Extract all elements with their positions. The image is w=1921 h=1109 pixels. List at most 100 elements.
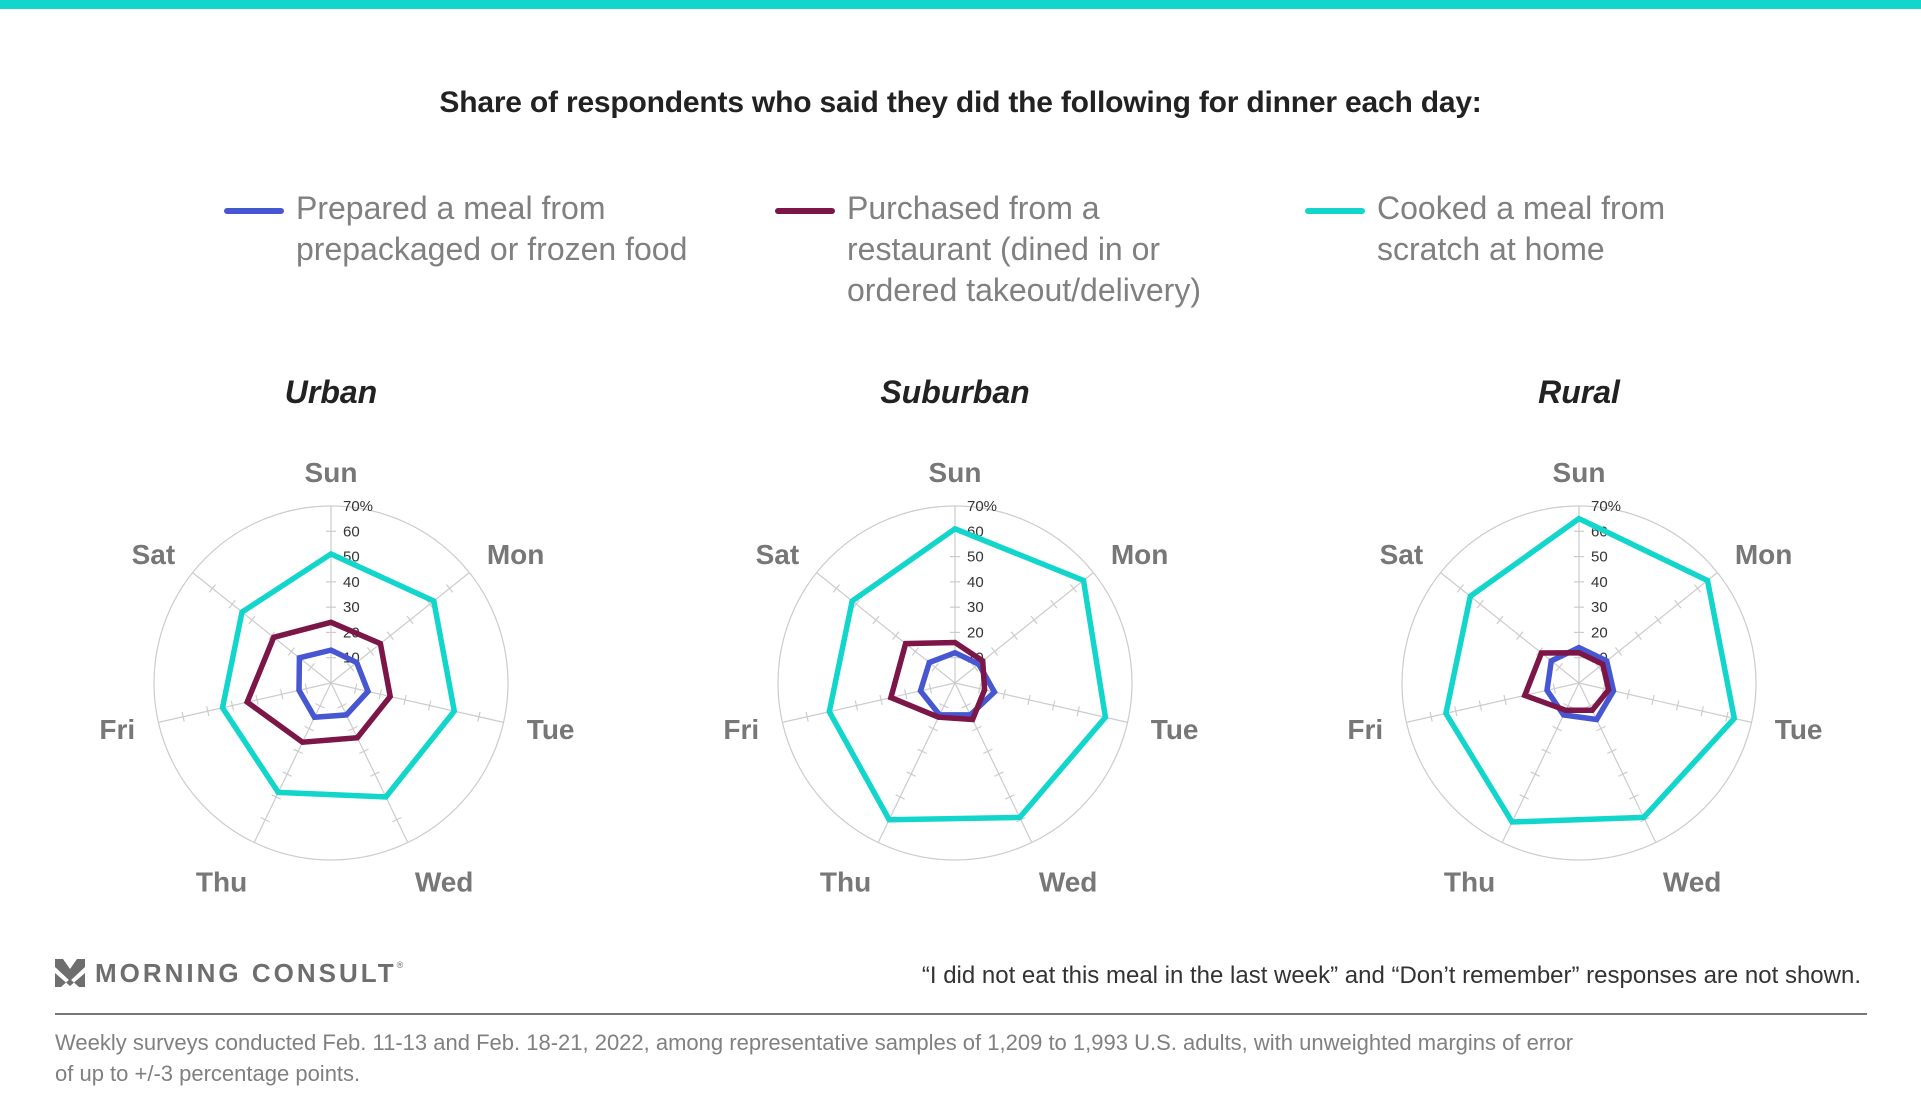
axis-tick [1629, 794, 1639, 800]
methodology-line: of up to +/-3 percentage points. [55, 1061, 361, 1086]
axis-tick [304, 683, 309, 694]
axis-spoke [782, 682, 956, 723]
axis-tick [1476, 599, 1484, 609]
axis-tick [315, 703, 325, 709]
day-label-thu: Thu [820, 867, 871, 898]
radial-tick-label: 50 [967, 549, 984, 566]
axis-tick [895, 794, 905, 800]
axis-tick [1634, 631, 1642, 640]
axis-tick [337, 703, 347, 709]
axis-tick [879, 694, 883, 705]
radial-tick-label: 70% [967, 498, 997, 515]
axis-tick [911, 647, 920, 656]
axis-tick [228, 599, 236, 609]
axis-tick [931, 662, 939, 672]
axis-tick [446, 584, 454, 593]
axis-tick [977, 683, 982, 694]
axis-tick [971, 662, 979, 672]
axis-tick [359, 748, 369, 755]
axis-tick [1454, 706, 1458, 717]
axis-tick [928, 725, 938, 732]
axis-tick [1478, 700, 1483, 711]
day-label-fri: Fri [1347, 714, 1383, 745]
axis-tick [1694, 584, 1702, 593]
day-label-tue: Tue [1151, 714, 1199, 745]
axis-tick [392, 816, 402, 823]
axis-spoke [1440, 572, 1580, 684]
radial-tick-label: 30 [1591, 599, 1608, 616]
legend-line: Cooked a meal from [1377, 190, 1666, 226]
axis-spoke [253, 682, 332, 843]
morning-consult-logo-icon [55, 959, 85, 987]
axis-tick [1496, 615, 1504, 625]
axis-tick [1002, 689, 1007, 700]
axis-tick [347, 662, 355, 672]
axis-spoke [192, 572, 332, 684]
axis-tick [1541, 748, 1551, 755]
axis-tick [1051, 700, 1056, 711]
axis-tick [917, 748, 927, 755]
axis-tick [230, 700, 235, 711]
axis-tick [852, 599, 860, 609]
methodology-line: Weekly surveys conducted Feb. 11-13 and … [55, 1030, 1574, 1055]
day-label-mon: Mon [1735, 539, 1793, 570]
day-label-tue: Tue [1775, 714, 1823, 745]
axis-tick [1607, 748, 1617, 755]
axis-tick [208, 584, 216, 593]
axis-tick [1456, 584, 1464, 593]
axis-tick [1503, 694, 1507, 705]
exclusion-note: “I did not eat this meal in the last wee… [921, 962, 1861, 989]
axis-tick [271, 794, 281, 800]
methodology-note: Weekly surveys conducted Feb. 11-13 and … [55, 1027, 1855, 1089]
axis-tick [906, 771, 916, 777]
day-label-sat: Sat [756, 539, 800, 570]
axis-tick [1516, 631, 1524, 640]
day-label-sun: Sun [929, 457, 982, 488]
series-prepared [1544, 644, 1617, 723]
axis-tick [832, 584, 840, 593]
axis-tick [1596, 725, 1606, 732]
axis-tick [427, 700, 432, 711]
top-accent-bar [0, 0, 1921, 9]
series-purchased [243, 619, 394, 746]
day-label-fri: Fri [723, 714, 759, 745]
axis-tick [1519, 794, 1529, 800]
radial-tick-label: 70% [1591, 498, 1621, 515]
chart-main-title: Share of respondents who said they did t… [439, 86, 1482, 119]
axis-tick [1005, 794, 1015, 800]
axis-tick [1429, 711, 1433, 722]
chart-title: Urban [285, 374, 377, 410]
axis-spoke [330, 572, 470, 684]
series-cooked [826, 525, 1109, 823]
chart-title: Rural [1538, 374, 1621, 410]
axis-tick [181, 711, 185, 722]
axis-tick [1076, 706, 1080, 717]
axis-tick [854, 700, 859, 711]
radar-chart-rural: Rural10203040506070%SunMonTueWedThuFriSa… [1347, 374, 1822, 898]
radial-tick-label: 20 [967, 624, 984, 641]
day-label-mon: Mon [487, 539, 545, 570]
legend-swatch-prepared [224, 208, 284, 214]
axis-tick [939, 703, 949, 709]
axis-tick [260, 816, 270, 823]
axis-tick [307, 662, 315, 672]
axis-tick [477, 711, 481, 722]
chart-title: Suburban [880, 374, 1029, 410]
day-label-wed: Wed [1039, 867, 1098, 898]
day-label-sat: Sat [132, 539, 176, 570]
axis-tick [1674, 599, 1682, 609]
axis-tick [366, 647, 375, 656]
legend-swatch-cooked [1305, 208, 1365, 214]
axis-tick [1530, 771, 1540, 777]
axis-tick [1050, 599, 1058, 609]
axis-tick [928, 683, 933, 694]
logo-wordmark: MORNING CONSULT [95, 957, 397, 988]
axis-spoke [816, 572, 956, 684]
axis-tick [353, 683, 358, 694]
legend-line: Prepared a meal from [296, 190, 606, 226]
legend-label-cooked: Cooked a meal from scratch at home [1377, 188, 1665, 270]
day-label-sun: Sun [1553, 457, 1606, 488]
axis-spoke [877, 682, 956, 843]
axis-tick [1595, 662, 1603, 672]
axis-tick [983, 748, 993, 755]
